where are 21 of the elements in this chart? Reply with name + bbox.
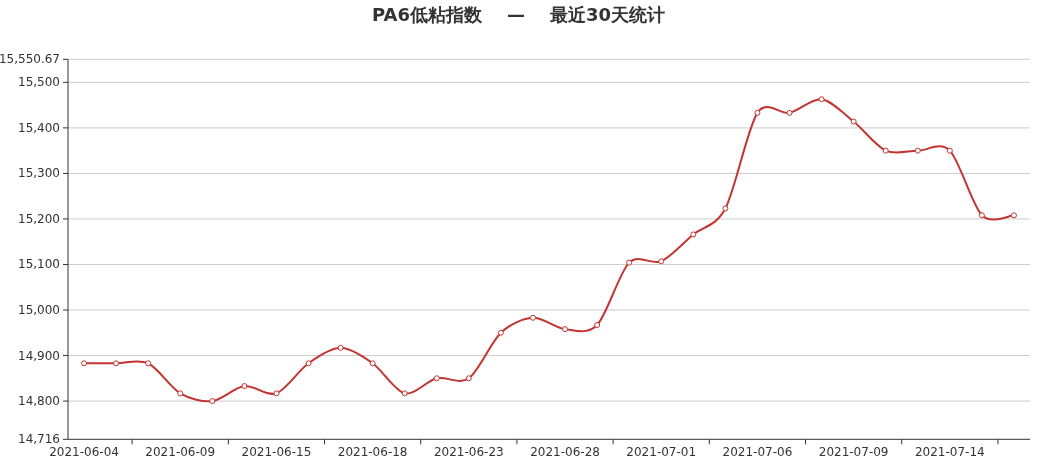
y-tick-label: 15,500: [18, 75, 60, 90]
y-tick-label: 15,300: [18, 166, 60, 181]
y-tick-label: 15,100: [18, 257, 60, 272]
y-tick-label: 15,000: [18, 303, 60, 317]
x-tick-label: 2021-06-04: [49, 445, 119, 460]
x-tick-label: 2021-06-15: [241, 445, 312, 460]
chart-title: PA6低粘指数 — 最近30天统计: [371, 4, 666, 25]
x-tick-label: 2021-07-14: [914, 445, 985, 460]
x-tick-label: 2021-06-18: [337, 445, 408, 460]
x-tick-label: 2021-07-06: [722, 445, 793, 460]
y-tick-label: 14,900: [18, 348, 60, 363]
y-tick-label: 15,400: [18, 120, 60, 135]
x-tick-label: 2021-07-01: [626, 445, 697, 460]
y-tick-label: 15,550.67: [0, 52, 60, 67]
y-tick-label: 14,800: [18, 394, 60, 409]
y-tick-label: 14,716: [18, 432, 60, 447]
x-tick-label: 2021-06-23: [433, 445, 504, 460]
y-tick-label: 15,200: [18, 211, 60, 226]
x-tick-label: 2021-07-09: [818, 445, 889, 460]
x-tick-label: 2021-06-09: [145, 445, 216, 460]
x-tick-label: 2021-06-28: [530, 445, 600, 460]
